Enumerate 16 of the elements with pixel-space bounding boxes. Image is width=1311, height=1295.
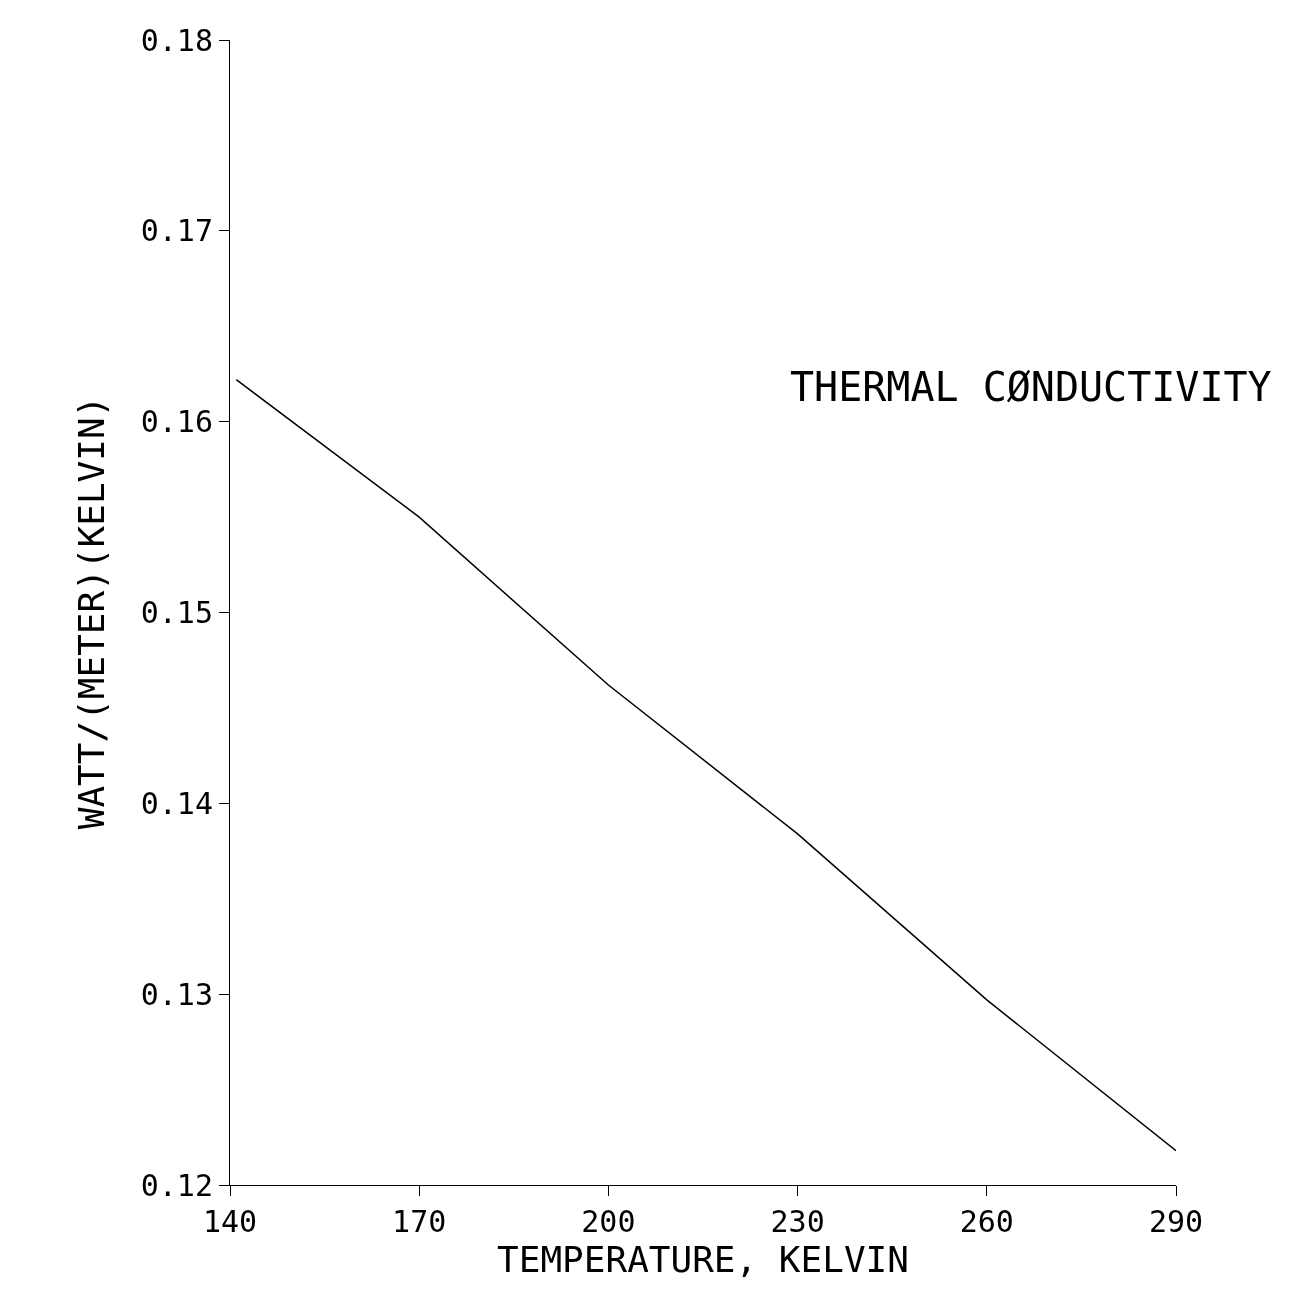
y-tick-label: 0.13 — [140, 976, 213, 1012]
x-tick-label: 140 — [202, 1204, 258, 1239]
text: THERMAL CØNDUCTIVITY — [790, 364, 1272, 411]
y-tick-label: 0.14 — [140, 785, 213, 821]
x-axis-title: TEMPERATURE, KELVIN — [497, 1239, 909, 1280]
x-tick-label: 200 — [581, 1204, 636, 1239]
y-tick-label: 0.17 — [140, 213, 213, 249]
y-tick-label: 0.18 — [140, 22, 213, 58]
x-tick-label: 230 — [770, 1204, 825, 1239]
y-tick-label: 0.16 — [140, 404, 213, 440]
y-tick-label: 0.12 — [140, 1167, 213, 1203]
x-tick-label: 170 — [392, 1204, 447, 1239]
x-tick-label: 290 — [1148, 1204, 1204, 1239]
y-axis-title: WATT/(METER)(KELVIN) — [70, 395, 112, 830]
x-tick-label: 260 — [959, 1204, 1014, 1239]
y-tick-label: 0.15 — [140, 595, 213, 630]
